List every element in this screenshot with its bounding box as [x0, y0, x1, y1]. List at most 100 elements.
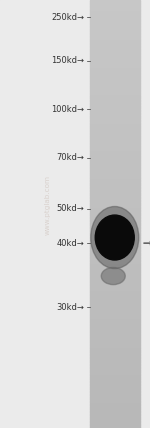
Text: www.ptglab.com: www.ptglab.com	[45, 175, 51, 235]
Bar	[90, 294, 140, 295]
Bar	[90, 355, 140, 357]
Bar	[90, 61, 140, 63]
Bar	[90, 67, 140, 68]
Bar	[90, 51, 140, 53]
Text: 30kd→: 30kd→	[56, 303, 84, 312]
Bar	[90, 180, 140, 181]
Bar	[90, 188, 140, 190]
Bar	[90, 415, 140, 416]
Bar	[90, 318, 140, 320]
Bar	[90, 174, 140, 175]
Bar	[90, 37, 140, 39]
Bar	[90, 214, 140, 215]
Bar	[90, 364, 140, 365]
Bar	[90, 44, 140, 46]
Bar	[90, 151, 140, 153]
Bar	[90, 184, 140, 185]
Bar	[90, 95, 140, 97]
Bar	[90, 60, 140, 61]
Bar	[90, 264, 140, 265]
Bar	[90, 9, 140, 10]
Bar	[90, 369, 140, 371]
Bar	[90, 54, 140, 56]
Bar	[90, 103, 140, 104]
Bar	[90, 26, 140, 27]
Bar	[90, 130, 140, 131]
Bar	[90, 154, 140, 155]
Bar	[90, 144, 140, 146]
Bar	[90, 228, 140, 230]
Bar	[90, 76, 140, 77]
Bar	[90, 244, 140, 245]
Bar	[90, 201, 140, 202]
Bar	[90, 63, 140, 64]
Bar	[90, 94, 140, 95]
Bar	[90, 27, 140, 29]
Bar	[90, 424, 140, 425]
Bar	[90, 270, 140, 271]
Bar	[90, 157, 140, 158]
Text: 50kd→: 50kd→	[56, 204, 84, 214]
Bar	[90, 89, 140, 90]
Bar	[90, 284, 140, 285]
Bar	[90, 17, 140, 18]
Bar	[90, 372, 140, 374]
Bar	[90, 211, 140, 213]
Bar	[90, 16, 140, 17]
Bar	[90, 350, 140, 351]
Bar	[90, 262, 140, 264]
Bar	[90, 394, 140, 395]
Bar	[90, 65, 140, 67]
Bar	[90, 163, 140, 164]
Bar	[90, 388, 140, 389]
Bar	[90, 317, 140, 318]
Bar	[90, 230, 140, 231]
Bar	[90, 100, 140, 101]
Bar	[90, 202, 140, 204]
Bar	[90, 418, 140, 419]
Bar	[90, 315, 140, 317]
Bar	[90, 93, 140, 94]
Bar	[90, 344, 140, 345]
Bar	[90, 83, 140, 84]
Bar	[90, 226, 140, 227]
Bar	[90, 150, 140, 151]
Bar	[90, 375, 140, 377]
Bar	[90, 410, 140, 411]
Bar	[90, 181, 140, 183]
Bar	[90, 213, 140, 214]
Text: 250kd→: 250kd→	[51, 12, 84, 22]
Bar	[90, 48, 140, 50]
Bar	[90, 285, 140, 287]
Bar	[90, 84, 140, 86]
Bar	[90, 327, 140, 328]
Bar	[90, 345, 140, 347]
Bar	[90, 125, 140, 127]
Bar	[90, 234, 140, 235]
Bar	[90, 64, 140, 65]
Bar	[90, 330, 140, 331]
Bar	[90, 368, 140, 369]
Bar	[90, 153, 140, 154]
Bar	[90, 31, 140, 33]
Bar	[90, 21, 140, 23]
Bar	[90, 207, 140, 208]
Bar	[90, 114, 140, 116]
Bar	[90, 108, 140, 110]
Bar	[90, 23, 140, 24]
Bar	[90, 414, 140, 415]
Bar	[90, 351, 140, 352]
Bar	[90, 116, 140, 117]
Bar	[90, 227, 140, 228]
Bar	[90, 134, 140, 136]
Bar	[90, 361, 140, 363]
Bar	[90, 267, 140, 268]
Bar	[90, 178, 140, 180]
Bar	[90, 354, 140, 355]
Bar	[90, 4, 140, 6]
Bar	[90, 13, 140, 14]
Bar	[90, 331, 140, 333]
Ellipse shape	[91, 207, 139, 269]
Bar	[90, 321, 140, 322]
Bar	[90, 191, 140, 193]
